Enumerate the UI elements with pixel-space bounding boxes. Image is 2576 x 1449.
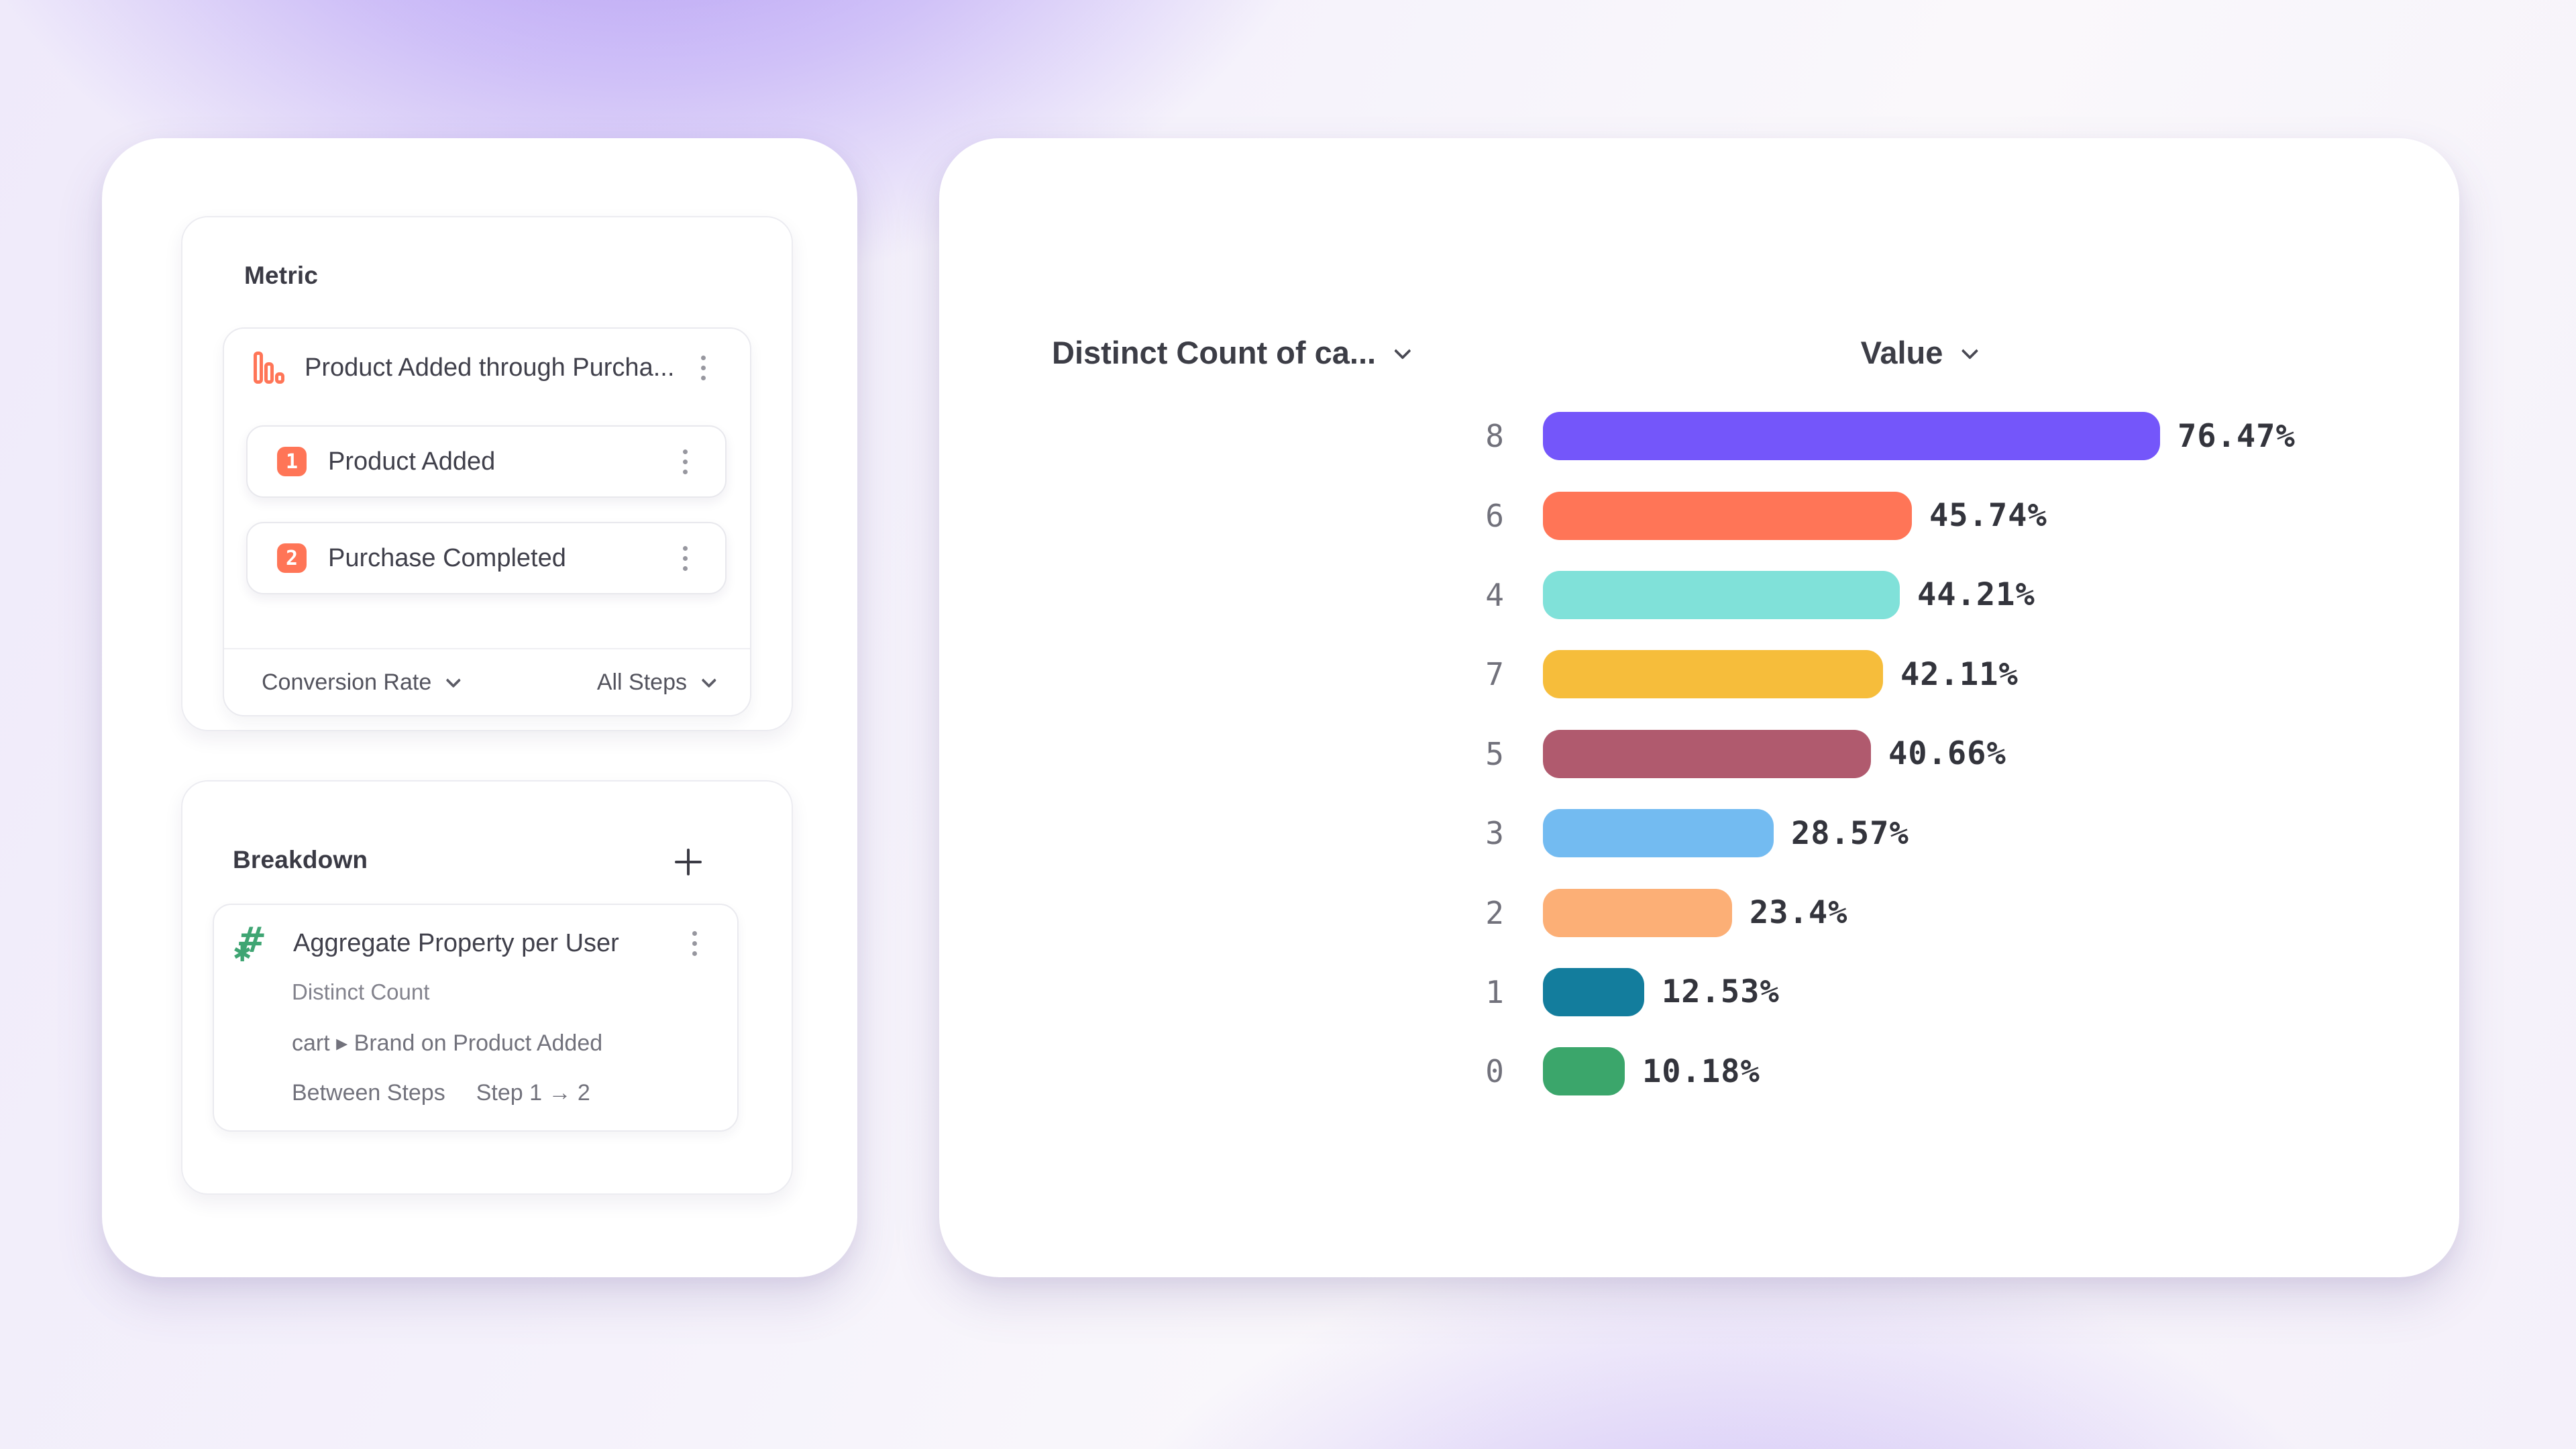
chart-row: 2 23.4% — [939, 873, 2459, 952]
chart-column-headers: Distinct Count of ca... Value — [939, 334, 2459, 377]
value-label: 12.53% — [1662, 973, 1780, 1011]
step-kebab-menu-icon[interactable] — [672, 539, 698, 577]
breakdown-item-name: Aggregate Property per User — [293, 928, 619, 957]
bar[interactable] — [1543, 570, 1900, 619]
steps-scope-dropdown[interactable]: All Steps — [596, 669, 717, 696]
category-label: 5 — [1485, 735, 1504, 772]
chart-row: 6 45.74% — [939, 476, 2459, 555]
breakdown-section-title: Breakdown — [233, 846, 368, 873]
bar[interactable] — [1543, 412, 2160, 461]
breakdown-kebab-menu-icon[interactable] — [681, 924, 708, 962]
measure-dropdown[interactable]: Conversion Rate — [262, 669, 462, 696]
query-builder-panel: Metric Product Added through Purcha... 1… — [102, 138, 857, 1277]
bar[interactable] — [1543, 1047, 1625, 1096]
numeric-property-icon: # ✱ — [233, 920, 268, 967]
metric-card: Metric Product Added through Purcha... 1… — [181, 216, 793, 731]
value-label: 42.11% — [1900, 655, 2019, 693]
chart-row: 5 40.66% — [939, 714, 2459, 794]
metric-footer-divider — [224, 648, 750, 649]
value-label: 44.21% — [1917, 576, 2035, 614]
value-column-header-label: Value — [1860, 335, 1943, 370]
bar[interactable] — [1543, 888, 1732, 937]
category-label: 7 — [1485, 656, 1504, 693]
steps-scope-dropdown-label: All Steps — [596, 669, 687, 695]
category-column-header-label: Distinct Count of ca... — [1052, 335, 1377, 370]
horizontal-bar-chart: 8 76.47% 6 45.74% 4 44.21% 7 42.11% 5 40.66% 3 28.5… — [939, 396, 2459, 1112]
category-label: 1 — [1485, 973, 1504, 1010]
bar[interactable] — [1543, 967, 1644, 1016]
value-label: 45.74% — [1929, 497, 2047, 535]
bar[interactable] — [1543, 729, 1871, 778]
chevron-down-icon — [445, 672, 462, 688]
step-event-name: Product Added — [328, 447, 496, 476]
value-label: 10.18% — [1642, 1053, 1760, 1090]
funnel-step-row[interactable]: 2 Purchase Completed — [246, 522, 727, 594]
add-breakdown-button[interactable] — [674, 847, 703, 877]
category-label: 6 — [1485, 497, 1504, 534]
step-number-badge: 1 — [277, 447, 307, 476]
chart-row: 3 28.57% — [939, 794, 2459, 873]
metric-section-title: Metric — [244, 262, 319, 289]
breakdown-property-path: cart ▸ Brand on Product Added — [292, 1030, 603, 1056]
step-kebab-menu-icon[interactable] — [672, 443, 698, 480]
chart-row: 7 42.11% — [939, 635, 2459, 714]
chevron-down-icon — [1961, 341, 1978, 360]
value-label: 23.4% — [1750, 894, 1848, 932]
category-label: 4 — [1485, 576, 1504, 613]
category-label: 0 — [1485, 1053, 1504, 1090]
chart-row: 4 44.21% — [939, 555, 2459, 635]
category-label: 8 — [1485, 418, 1504, 455]
step-event-name: Purchase Completed — [328, 543, 566, 572]
measure-dropdown-label: Conversion Rate — [262, 669, 432, 695]
breakdown-scope-label: Between Steps — [292, 1080, 445, 1106]
funnel-metric-group: Product Added through Purcha... 1 Product… — [223, 327, 751, 716]
breakdown-aggregation: Distinct Count — [292, 979, 430, 1004]
bar[interactable] — [1543, 491, 1912, 540]
bar[interactable] — [1543, 650, 1883, 699]
breakdown-card: Breakdown # ✱ Aggregate Property per User… — [181, 780, 793, 1195]
funnel-step-row[interactable]: 1 Product Added — [246, 425, 727, 498]
breakdown-scope-value: Step 1 → 2 — [476, 1080, 590, 1106]
chart-row: 0 10.18% — [939, 1032, 2459, 1111]
funnel-metric-row[interactable]: Product Added through Purcha... — [224, 329, 750, 407]
category-column-header[interactable]: Distinct Count of ca... — [1052, 334, 1411, 371]
chart-row: 8 76.47% — [939, 396, 2459, 476]
bar[interactable] — [1543, 809, 1774, 858]
value-column-header[interactable]: Value — [1860, 334, 1978, 371]
funnel-metric-name: Product Added through Purcha... — [305, 353, 675, 382]
category-label: 2 — [1485, 894, 1504, 931]
breakdown-scope-row: Between Steps Step 1 → 2 — [292, 1078, 590, 1108]
metric-footer: Conversion Rate All Steps — [224, 649, 750, 715]
value-label: 40.66% — [1888, 735, 2006, 773]
step-number-badge: 2 — [277, 543, 307, 573]
category-label: 3 — [1485, 815, 1504, 852]
breakdown-item-header: # ✱ Aggregate Property per User — [233, 920, 708, 967]
chart-row: 1 12.53% — [939, 953, 2459, 1032]
chevron-down-icon — [1394, 341, 1411, 360]
chevron-down-icon — [701, 672, 717, 688]
value-label: 76.47% — [2178, 417, 2296, 455]
funnel-kebab-menu-icon[interactable] — [690, 349, 716, 386]
breakdown-item[interactable]: # ✱ Aggregate Property per User Distinct … — [213, 904, 739, 1132]
value-label: 28.57% — [1791, 814, 1909, 852]
results-chart-panel: Distinct Count of ca... Value 8 76.47% 6 45… — [939, 138, 2459, 1277]
funnel-bar-chart-icon — [254, 350, 284, 385]
